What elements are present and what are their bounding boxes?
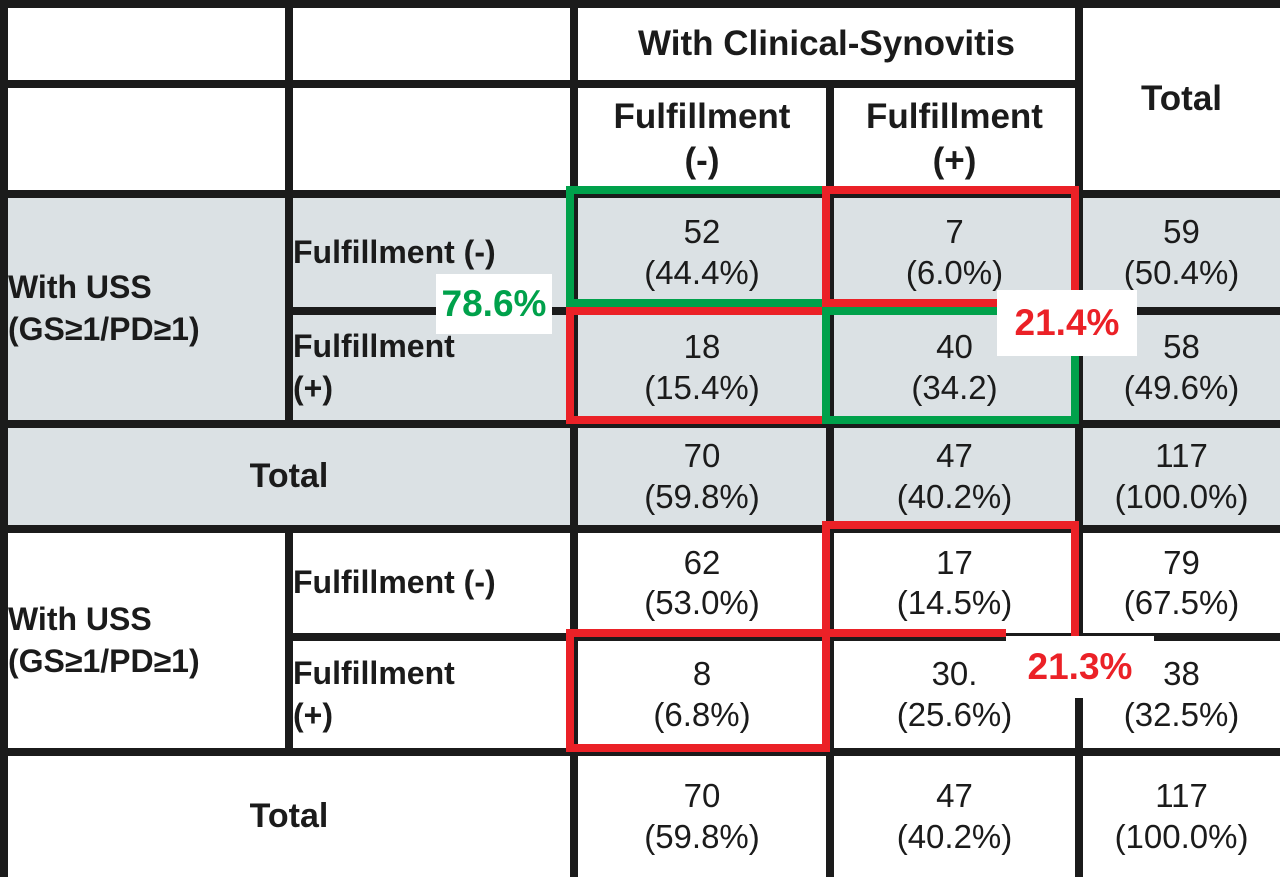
blank-cell [285, 80, 578, 198]
cell-s1-neg-total: 59 (50.4%) [1075, 190, 1280, 315]
cell-s2-total-total: 117 (100.0%) [1075, 748, 1280, 877]
cell-s1-neg-pos: 7 (6.0%) [825, 190, 1084, 315]
cell-s2-neg-pos: 17 (14.5%) [825, 525, 1084, 641]
cell-s2-pos-pos: 30. (25.6%) [825, 633, 1084, 756]
cell-s2-pos-neg: 8 (6.8%) [570, 633, 834, 756]
cell-s2-neg-neg: 62 (53.0%) [570, 525, 834, 641]
uss-group-label-section2: With USS (GS≥1/PD≥1) [0, 525, 293, 756]
cell-s1-total-total: 117 (100.0%) [1075, 420, 1280, 533]
total-row-label-s2: Total [0, 748, 578, 877]
column-group-header: With Clinical-Synovitis [569, 0, 1084, 88]
row-label-s2-fulfillment-neg: Fulfillment (-) [285, 525, 578, 641]
total-column-header: Total [1075, 0, 1280, 198]
cell-s1-total-neg: 70 (59.8%) [570, 420, 834, 533]
blank-cell [285, 0, 578, 88]
cell-s2-pos-total: 38 (32.5%) [1075, 633, 1280, 756]
cell-s1-total-pos: 47 (40.2%) [825, 420, 1084, 533]
cell-s1-pos-pos: 40 (34.2) [825, 307, 1084, 428]
cell-s1-pos-total: 58 (49.6%) [1075, 307, 1280, 428]
cell-s1-pos-neg: 18 (15.4%) [570, 307, 834, 428]
uss-group-label-section1: With USS (GS≥1/PD≥1) [0, 190, 293, 428]
cell-s2-total-neg: 70 (59.8%) [570, 748, 834, 877]
row-label-s2-fulfillment-pos: Fulfillment (+) [285, 633, 578, 756]
cell-s2-total-pos: 47 (40.2%) [825, 748, 1084, 877]
subheader-fulfillment-neg: Fulfillment (-) [570, 80, 834, 198]
total-row-label-s1: Total [0, 420, 578, 533]
blank-cell [0, 80, 293, 198]
cell-s2-neg-total: 79 (67.5%) [1075, 525, 1280, 641]
row-label-s1-fulfillment-neg: Fulfillment (-) [285, 190, 578, 315]
row-label-s1-fulfillment-pos: Fulfillment (+) [285, 307, 578, 428]
subheader-fulfillment-pos: Fulfillment (+) [825, 80, 1084, 198]
blank-cell [0, 0, 293, 88]
cell-s1-neg-neg: 52 (44.4%) [570, 190, 834, 315]
